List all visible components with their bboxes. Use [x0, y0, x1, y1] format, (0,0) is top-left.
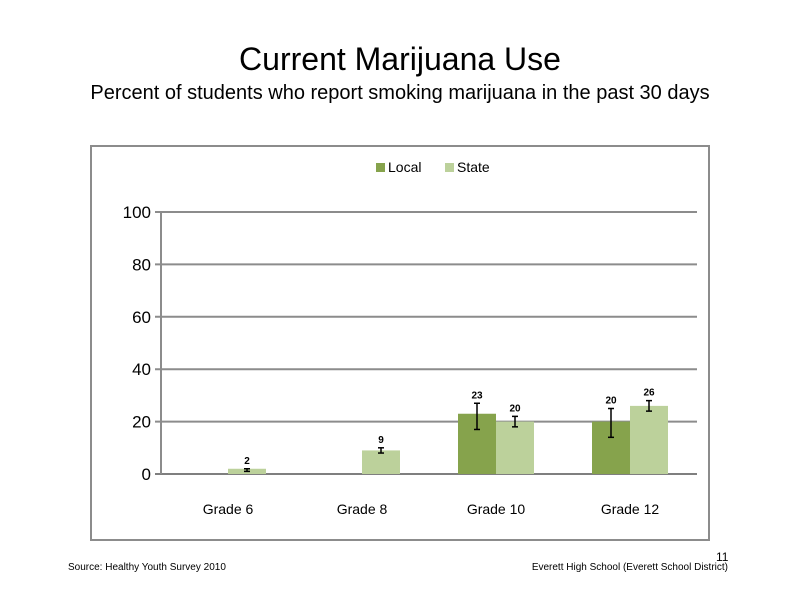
- footer-school: Everett High School (Everett School Dist…: [531, 562, 728, 573]
- chart-frame: 0 20 40 60 80 100 Local State Grade 6 2 Grade 8 9 Gr…: [90, 145, 710, 541]
- data-label: 26: [643, 388, 655, 399]
- bar: [630, 405, 668, 474]
- chart-title: Current Marijuana Use: [239, 41, 561, 77]
- data-label: 20: [509, 403, 521, 414]
- y-tick-label: 100: [123, 203, 151, 222]
- data-label: 23: [471, 390, 483, 401]
- x-tick-label: Grade 8: [337, 501, 388, 517]
- data-label: 9: [378, 435, 384, 446]
- y-tick-label: 0: [142, 465, 151, 484]
- legend-swatch: [376, 163, 385, 172]
- page-number: 11: [716, 550, 729, 564]
- bar: [496, 421, 534, 474]
- y-tick-label: 20: [132, 413, 151, 432]
- legend-swatch: [445, 163, 454, 172]
- chart-subtitle: Percent of students who report smoking m…: [90, 82, 710, 104]
- data-label: 2: [244, 456, 250, 467]
- bar-chart: 0 20 40 60 80 100 Local State Grade 6 2 Grade 8 9 Gr…: [123, 159, 697, 517]
- y-tick-label: 40: [132, 360, 151, 379]
- y-tick-label: 60: [132, 308, 151, 327]
- x-tick-label: Grade 12: [601, 501, 660, 517]
- legend-label: State: [457, 159, 490, 175]
- footer-source: Source: Healthy Youth Survey 2010: [68, 562, 226, 573]
- x-tick-label: Grade 6: [203, 501, 254, 517]
- legend-label: Local: [388, 159, 421, 175]
- data-label: 20: [605, 396, 617, 407]
- bar: [362, 450, 400, 474]
- y-tick-label: 80: [132, 255, 151, 274]
- x-tick-label: Grade 10: [467, 501, 526, 517]
